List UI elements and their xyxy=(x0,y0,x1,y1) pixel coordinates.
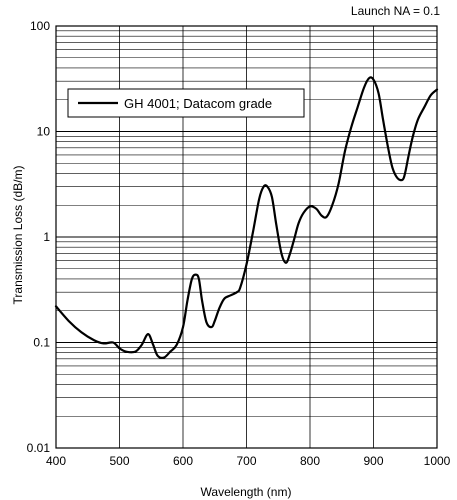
plot-frame xyxy=(55,25,438,449)
tick-labels: 400 500 600 700 800 900 1000 0.01 0.1 1 10 100 xyxy=(27,19,451,468)
x-axis-title: Wavelength (nm) xyxy=(201,485,292,499)
x-tick-label: 500 xyxy=(109,454,129,468)
y-tick-label: 1 xyxy=(43,230,50,244)
series-layer xyxy=(54,76,439,359)
x-tick-label: 900 xyxy=(363,454,383,468)
x-tick-label: 400 xyxy=(46,454,66,468)
y-tick-label: 10 xyxy=(37,125,51,139)
launch-na-annotation: Launch NA = 0.1 xyxy=(351,4,440,18)
y-axis-title: Transmission Loss (dB/m) xyxy=(11,166,25,305)
legend-label: GH 4001; Datacom grade xyxy=(124,96,272,111)
x-tick-label: 1000 xyxy=(424,454,451,468)
x-tick-label: 700 xyxy=(236,454,256,468)
series-line-gh-4001 xyxy=(54,76,439,359)
grid-lines xyxy=(55,26,438,449)
x-tick-label: 600 xyxy=(173,454,193,468)
legend: GH 4001; Datacom grade xyxy=(67,88,305,118)
y-tick-label: 0.1 xyxy=(33,336,50,350)
y-tick-label: 100 xyxy=(30,19,50,33)
y-tick-label: 0.01 xyxy=(27,441,51,455)
x-tick-label: 800 xyxy=(300,454,320,468)
